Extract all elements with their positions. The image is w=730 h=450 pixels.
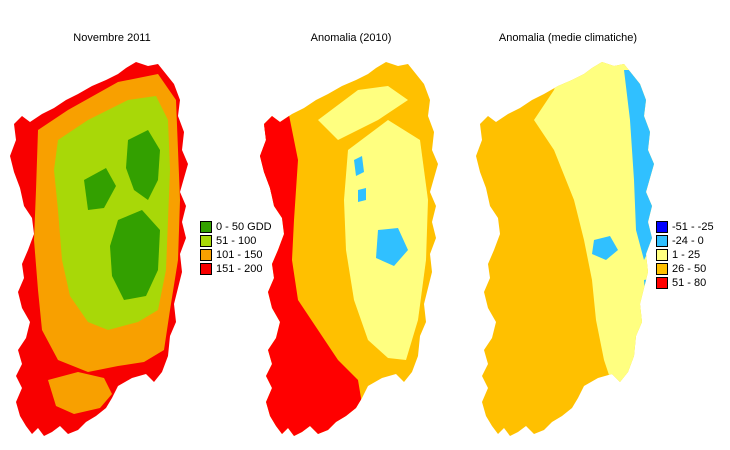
- legend-swatch: [200, 262, 212, 275]
- legend-label: 101 - 150: [216, 248, 263, 261]
- legend-label: 26 - 50: [672, 262, 707, 275]
- legend-label: 51 - 100: [216, 234, 257, 247]
- map-anomaly-climate: [476, 62, 654, 436]
- legend-gdd-item: 51 - 100: [200, 234, 272, 247]
- legend-label: -24 - 0: [672, 234, 704, 247]
- legend-swatch: [656, 234, 668, 247]
- map-november-2011: [10, 62, 188, 436]
- legend-anomaly-item: -51 - -25: [656, 220, 714, 233]
- map-anomaly-2010: [260, 62, 438, 436]
- map-title-november-2011: Novembre 2011: [73, 32, 151, 44]
- map-title-anomaly-climate: Anomalia (medie climatiche): [498, 32, 638, 44]
- legend-swatch: [200, 234, 212, 247]
- legend-swatch: [200, 248, 212, 261]
- legend-swatch: [200, 220, 212, 233]
- legend-swatch: [656, 276, 668, 289]
- legend-swatch: [656, 248, 668, 261]
- legend-label: 151 - 200: [216, 262, 263, 275]
- map-title-anomaly-2010: Anomalia (2010): [310, 32, 392, 44]
- legend-anomaly: -51 - -25 -24 - 0 1 - 25 26 - 50 51 - 80: [656, 220, 714, 290]
- legend-label: 51 - 80: [672, 276, 707, 289]
- legend-label: 0 - 50 GDD: [216, 220, 272, 233]
- legend-anomaly-item: 51 - 80: [656, 276, 714, 289]
- legend-anomaly-item: 1 - 25: [656, 248, 714, 261]
- legend-label: -51 - -25: [672, 220, 714, 233]
- legend-label: 1 - 25: [672, 248, 701, 261]
- legend-gdd-item: 101 - 150: [200, 248, 272, 261]
- legend-swatch: [656, 220, 668, 233]
- legend-gdd-item: 0 - 50 GDD: [200, 220, 272, 233]
- legend-swatch: [656, 262, 668, 275]
- legend-anomaly-item: 26 - 50: [656, 262, 714, 275]
- legend-gdd: 0 - 50 GDD 51 - 100 101 - 150 151 - 200: [200, 220, 272, 276]
- legend-gdd-item: 151 - 200: [200, 262, 272, 275]
- legend-anomaly-item: -24 - 0: [656, 234, 714, 247]
